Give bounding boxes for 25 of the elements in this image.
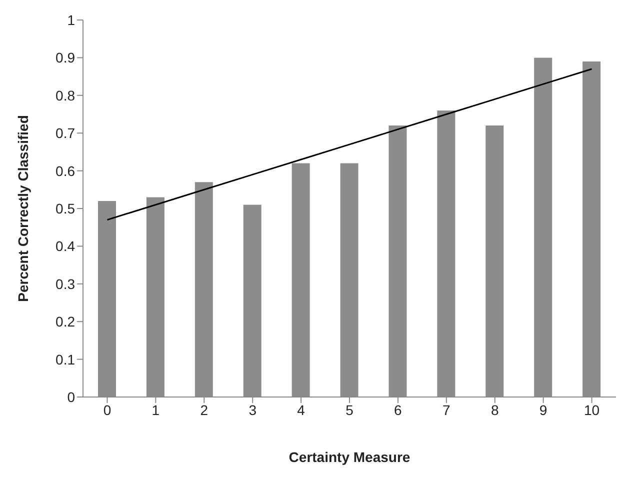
x-tick-label: 0 — [103, 402, 112, 418]
y-tick-label: 0.1 — [56, 351, 76, 368]
x-tick-label: 8 — [490, 402, 499, 418]
y-tick-label: 0.3 — [56, 276, 76, 292]
y-tick-label: 0.5 — [56, 200, 76, 216]
x-tick-label: 5 — [346, 402, 354, 418]
x-tick-label: 4 — [297, 402, 306, 418]
x-tick-label: 9 — [539, 402, 548, 418]
y-tick-label: 0.7 — [56, 125, 76, 142]
y-tick-label: 1 — [67, 12, 76, 28]
y-axis-title: Percent Correctly Classified — [14, 115, 31, 302]
x-tick-label: 10 — [584, 402, 600, 418]
x-tick-label: 6 — [394, 402, 402, 418]
x-axis-title: Certainty Measure — [288, 449, 410, 465]
y-tick-label: 0.9 — [56, 50, 76, 66]
y-tick-label: 0.6 — [56, 162, 76, 179]
y-tick-label: 0.2 — [56, 314, 76, 330]
y-tick-label: 0.4 — [56, 238, 76, 254]
x-tick-label: 3 — [248, 402, 257, 418]
x-tick-label: 1 — [152, 402, 160, 418]
x-tick-label: 2 — [200, 402, 208, 418]
y-tick-label: 0 — [67, 388, 76, 405]
line-series — [106, 68, 593, 221]
y-tick-label: 0.8 — [56, 87, 76, 104]
x-tick-label: 7 — [442, 402, 451, 418]
